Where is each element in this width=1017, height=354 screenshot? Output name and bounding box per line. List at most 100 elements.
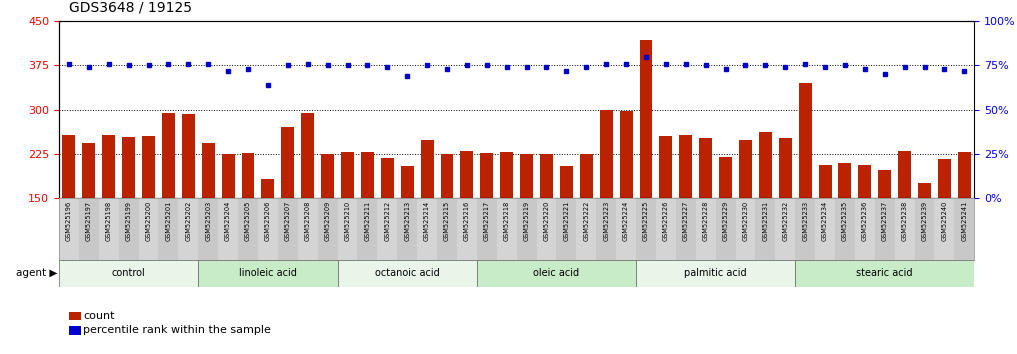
Text: GSM525205: GSM525205 (245, 201, 251, 241)
Bar (421, 141, 433, 287)
Bar (317, 198, 338, 260)
Bar (875, 198, 895, 260)
Bar (719, 157, 732, 287)
Bar (938, 159, 951, 287)
Bar (775, 198, 795, 260)
Bar (301, 113, 314, 287)
Bar (122, 137, 135, 287)
Bar (377, 198, 398, 260)
Bar (222, 154, 235, 287)
Text: GSM525226: GSM525226 (663, 201, 669, 241)
Bar (62, 135, 75, 287)
Bar (838, 163, 851, 287)
Bar (958, 152, 971, 287)
Bar (537, 198, 556, 260)
Bar (795, 260, 974, 287)
Text: GSM525227: GSM525227 (682, 201, 689, 241)
Bar (560, 166, 573, 287)
Bar (201, 143, 215, 287)
Bar (636, 198, 656, 260)
Bar (596, 198, 616, 260)
Bar (398, 198, 417, 260)
Bar (735, 198, 756, 260)
Text: GSM525209: GSM525209 (324, 201, 331, 241)
Text: GSM525219: GSM525219 (524, 201, 530, 241)
Text: GSM525198: GSM525198 (106, 201, 112, 241)
Text: GSM525210: GSM525210 (345, 201, 351, 241)
Bar (676, 198, 696, 260)
Bar (162, 113, 175, 287)
Bar (656, 198, 676, 260)
Text: GSM525239: GSM525239 (921, 201, 928, 241)
Bar (756, 198, 775, 260)
Bar (517, 198, 537, 260)
Text: count: count (83, 311, 115, 321)
Bar (261, 179, 275, 287)
Text: GSM525240: GSM525240 (942, 201, 948, 241)
Text: GSM525206: GSM525206 (264, 201, 271, 241)
Bar (879, 170, 891, 287)
Text: GSM525222: GSM525222 (584, 201, 589, 241)
Text: stearic acid: stearic acid (856, 268, 913, 279)
Bar (338, 260, 477, 287)
Text: GDS3648 / 19125: GDS3648 / 19125 (69, 0, 192, 14)
Bar (696, 198, 716, 260)
Text: GSM525231: GSM525231 (763, 201, 769, 241)
Bar (616, 198, 636, 260)
Bar (577, 198, 596, 260)
Bar (520, 154, 533, 287)
Text: GSM525204: GSM525204 (225, 201, 231, 241)
Bar (556, 198, 577, 260)
Text: agent ▶: agent ▶ (15, 268, 57, 279)
Bar (935, 198, 954, 260)
Bar (496, 198, 517, 260)
Bar (636, 260, 795, 287)
Text: oleic acid: oleic acid (533, 268, 580, 279)
Text: palmitic acid: palmitic acid (684, 268, 746, 279)
Bar (79, 198, 99, 260)
Bar (457, 198, 477, 260)
Bar (159, 198, 178, 260)
Bar (540, 154, 553, 287)
Bar (819, 165, 832, 287)
Text: GSM525199: GSM525199 (126, 201, 131, 241)
Bar (198, 260, 338, 287)
Text: GSM525197: GSM525197 (85, 201, 92, 241)
Text: GSM525214: GSM525214 (424, 201, 430, 241)
Text: GSM525211: GSM525211 (364, 201, 370, 241)
Text: GSM525225: GSM525225 (643, 201, 649, 241)
Bar (338, 198, 357, 260)
Text: GSM525203: GSM525203 (205, 201, 212, 241)
Bar (835, 198, 855, 260)
Text: GSM525238: GSM525238 (902, 201, 907, 241)
Bar (779, 138, 791, 287)
Text: GSM525213: GSM525213 (404, 201, 410, 241)
Bar (401, 166, 414, 287)
Bar (142, 136, 155, 287)
Bar (600, 110, 612, 287)
Bar (619, 111, 633, 287)
Text: GSM525224: GSM525224 (623, 201, 630, 241)
Text: GSM525216: GSM525216 (464, 201, 470, 241)
Bar (918, 183, 931, 287)
Bar (640, 40, 653, 287)
Bar (59, 198, 79, 260)
Text: GSM525202: GSM525202 (185, 201, 191, 241)
Bar (298, 198, 317, 260)
Bar (480, 153, 493, 287)
Text: GSM525217: GSM525217 (484, 201, 490, 241)
Bar (477, 260, 636, 287)
Bar (659, 136, 672, 287)
Bar (914, 198, 935, 260)
Bar (440, 154, 454, 287)
Text: GSM525223: GSM525223 (603, 201, 609, 241)
Text: GSM525229: GSM525229 (722, 201, 728, 241)
Text: control: control (112, 268, 145, 279)
Bar (138, 198, 159, 260)
Bar (99, 198, 119, 260)
Bar (238, 198, 258, 260)
Text: octanoic acid: octanoic acid (375, 268, 439, 279)
Bar (795, 198, 815, 260)
Text: GSM525212: GSM525212 (384, 201, 391, 241)
Text: GSM525230: GSM525230 (742, 201, 749, 241)
